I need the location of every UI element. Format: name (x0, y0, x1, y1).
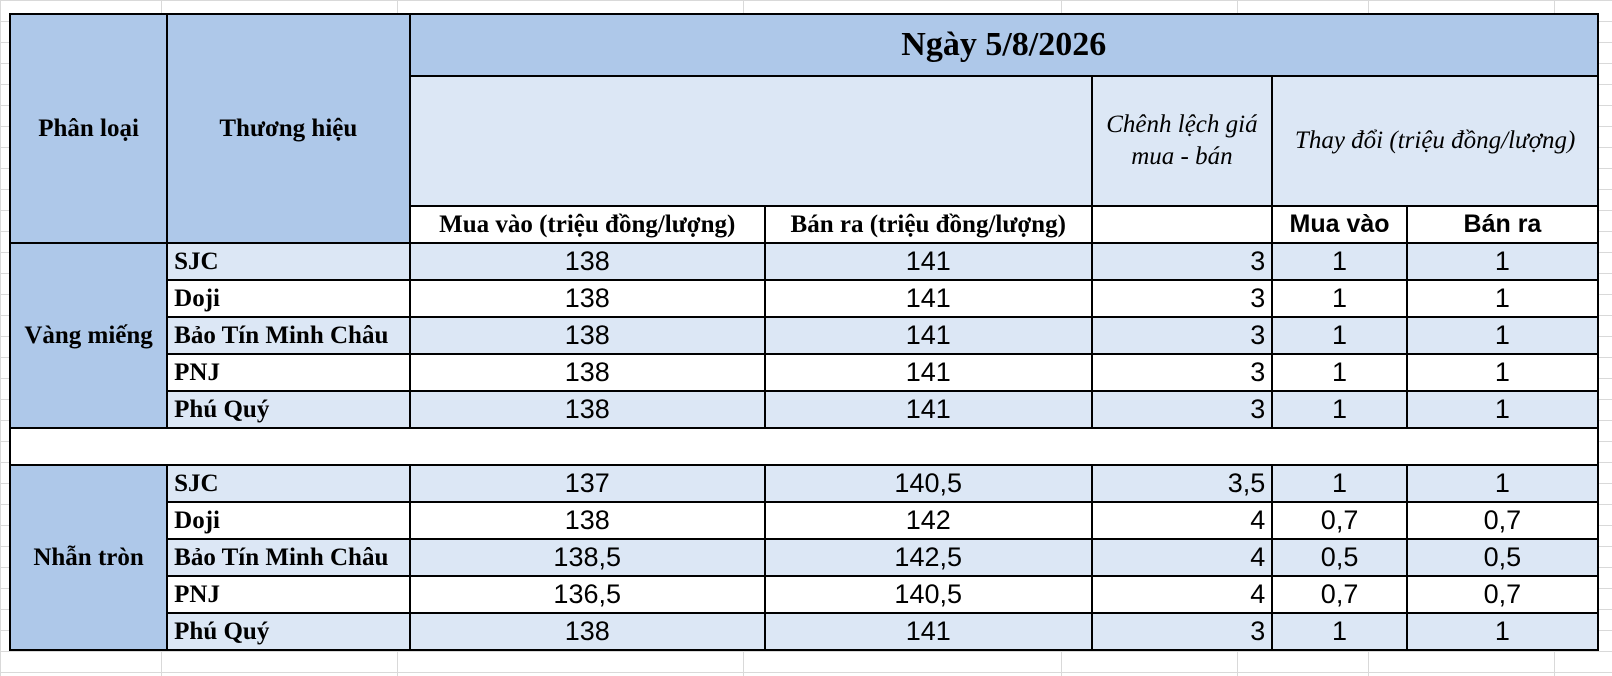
sell-cell[interactable]: 141 (763, 242, 1093, 281)
category-cell[interactable]: Vàng miếng (8, 242, 169, 429)
sell-cell[interactable]: 141 (763, 316, 1093, 355)
brand-cell[interactable]: Phú Quý (166, 612, 411, 651)
table-body: Vàng miếng SJC 138 141 3 1 1 Doji 138 141 3 1 1 Bảo T… (8, 242, 1600, 651)
empty-header-cell[interactable] (1090, 205, 1274, 244)
change-buy-cell[interactable]: 0,7 (1271, 575, 1408, 614)
buy-cell[interactable]: 138 (408, 612, 766, 651)
spread-cell[interactable]: 3 (1090, 242, 1274, 281)
buy-cell[interactable]: 137 (408, 464, 766, 503)
change-buy-cell[interactable]: 0,5 (1271, 538, 1408, 577)
spread-cell[interactable]: 3,5 (1090, 464, 1274, 503)
change-sell-cell[interactable]: 0,7 (1405, 575, 1600, 614)
sell-cell[interactable]: 142 (763, 501, 1093, 540)
change-buy-cell[interactable]: 1 (1271, 353, 1408, 392)
brand-cell[interactable]: SJC (166, 242, 411, 281)
change-buy-cell[interactable]: 1 (1271, 612, 1408, 651)
col-brand-header[interactable]: Thương hiệu (166, 13, 411, 244)
brand-cell[interactable]: Phú Quý (166, 390, 411, 429)
table-row: Nhẫn tròn SJC 137 140,5 3,5 1 1 (8, 464, 1600, 651)
change-sell-cell[interactable]: 1 (1405, 390, 1600, 429)
change-buy-cell[interactable]: 1 (1271, 316, 1408, 355)
table-row: Bảo Tín Minh Châu 138,5 142,5 4 0,5 0,5 (10, 538, 1600, 577)
spread-cell[interactable]: 4 (1090, 575, 1274, 614)
sell-cell[interactable]: 141 (763, 612, 1093, 651)
brand-cell[interactable]: PNJ (166, 353, 411, 392)
buy-cell[interactable]: 138 (408, 501, 766, 540)
change-buy-cell[interactable]: 0,7 (1271, 501, 1408, 540)
change-sell-cell[interactable]: 1 (1405, 353, 1600, 392)
change-sell-cell[interactable]: 1 (1405, 464, 1600, 503)
brand-cell[interactable]: PNJ (166, 575, 411, 614)
table-header: Phân loại Thương hiệu Ngày 5/8/2026 Chên… (8, 13, 1600, 244)
sell-cell[interactable]: 140,5 (763, 575, 1093, 614)
table-row: Bảo Tín Minh Châu 138 141 3 1 1 (10, 316, 1600, 355)
spread-cell[interactable]: 3 (1090, 612, 1274, 651)
spread-cell[interactable]: 4 (1090, 501, 1274, 540)
brand-cell[interactable]: Bảo Tín Minh Châu (166, 316, 411, 355)
brand-cell[interactable]: Bảo Tín Minh Châu (166, 538, 411, 577)
change-sell-cell[interactable]: 0,7 (1405, 501, 1600, 540)
sell-cell[interactable]: 140,5 (763, 464, 1093, 503)
date-title[interactable]: Ngày 5/8/2026 (408, 13, 1600, 77)
empty-header-cell[interactable] (408, 75, 1093, 207)
change-sell-cell[interactable]: 1 (1405, 612, 1600, 651)
change-sell-cell[interactable]: 1 (1405, 242, 1600, 281)
table-row: Doji 138 141 3 1 1 (10, 279, 1600, 318)
change-buy-header[interactable]: Mua vào (1271, 205, 1408, 244)
gold-price-table: Phân loại Thương hiệu Ngày 5/8/2026 Chên… (8, 13, 1600, 651)
table-row: Vàng miếng SJC 138 141 3 1 1 (8, 242, 1600, 429)
buy-cell[interactable]: 138,5 (408, 538, 766, 577)
separator-cell[interactable] (9, 427, 1599, 466)
spread-cell[interactable]: 4 (1090, 538, 1274, 577)
change-buy-cell[interactable]: 1 (1271, 390, 1408, 429)
change-sell-cell[interactable]: 0,5 (1405, 538, 1600, 577)
sell-cell[interactable]: 141 (763, 353, 1093, 392)
change-buy-cell[interactable]: 1 (1271, 242, 1408, 281)
col-category-header[interactable]: Phân loại (8, 13, 169, 244)
sell-cell[interactable]: 142,5 (763, 538, 1093, 577)
sell-header[interactable]: Bán ra (triệu đồng/lượng) (763, 205, 1093, 244)
change-header[interactable]: Thay đổi (triệu đồng/lượng) (1271, 75, 1599, 207)
sell-cell[interactable]: 141 (763, 390, 1093, 429)
table-row: Doji 138 142 4 0,7 0,7 (10, 501, 1600, 540)
spread-cell[interactable]: 3 (1090, 353, 1274, 392)
spread-cell[interactable]: 3 (1090, 390, 1274, 429)
change-buy-cell[interactable]: 1 (1271, 279, 1408, 318)
separator-row (9, 427, 1599, 466)
brand-cell[interactable]: Doji (166, 501, 411, 540)
buy-cell[interactable]: 136,5 (408, 575, 766, 614)
table-row: PNJ 138 141 3 1 1 (10, 353, 1600, 392)
change-sell-header[interactable]: Bán ra (1405, 205, 1600, 244)
buy-header[interactable]: Mua vào (triệu đồng/lượng) (408, 205, 766, 244)
table-row: Phú Quý 138 141 3 1 1 (10, 390, 1600, 429)
change-sell-cell[interactable]: 1 (1405, 316, 1600, 355)
brand-cell[interactable]: Doji (166, 279, 411, 318)
buy-cell[interactable]: 138 (408, 279, 766, 318)
change-sell-cell[interactable]: 1 (1405, 279, 1600, 318)
spread-cell[interactable]: 3 (1090, 316, 1274, 355)
change-buy-cell[interactable]: 1 (1271, 464, 1408, 503)
buy-cell[interactable]: 138 (408, 242, 766, 281)
brand-cell[interactable]: SJC (166, 464, 411, 503)
sell-cell[interactable]: 141 (763, 279, 1093, 318)
buy-cell[interactable]: 138 (408, 316, 766, 355)
category-cell[interactable]: Nhẫn tròn (8, 464, 169, 651)
spread-cell[interactable]: 3 (1090, 279, 1274, 318)
buy-cell[interactable]: 138 (408, 390, 766, 429)
buy-cell[interactable]: 138 (408, 353, 766, 392)
table-row: PNJ 136,5 140,5 4 0,7 0,7 (10, 575, 1600, 614)
spread-header[interactable]: Chênh lệch giá mua - bán (1090, 75, 1274, 207)
table-row: Phú Quý 138 141 3 1 1 (10, 612, 1600, 651)
